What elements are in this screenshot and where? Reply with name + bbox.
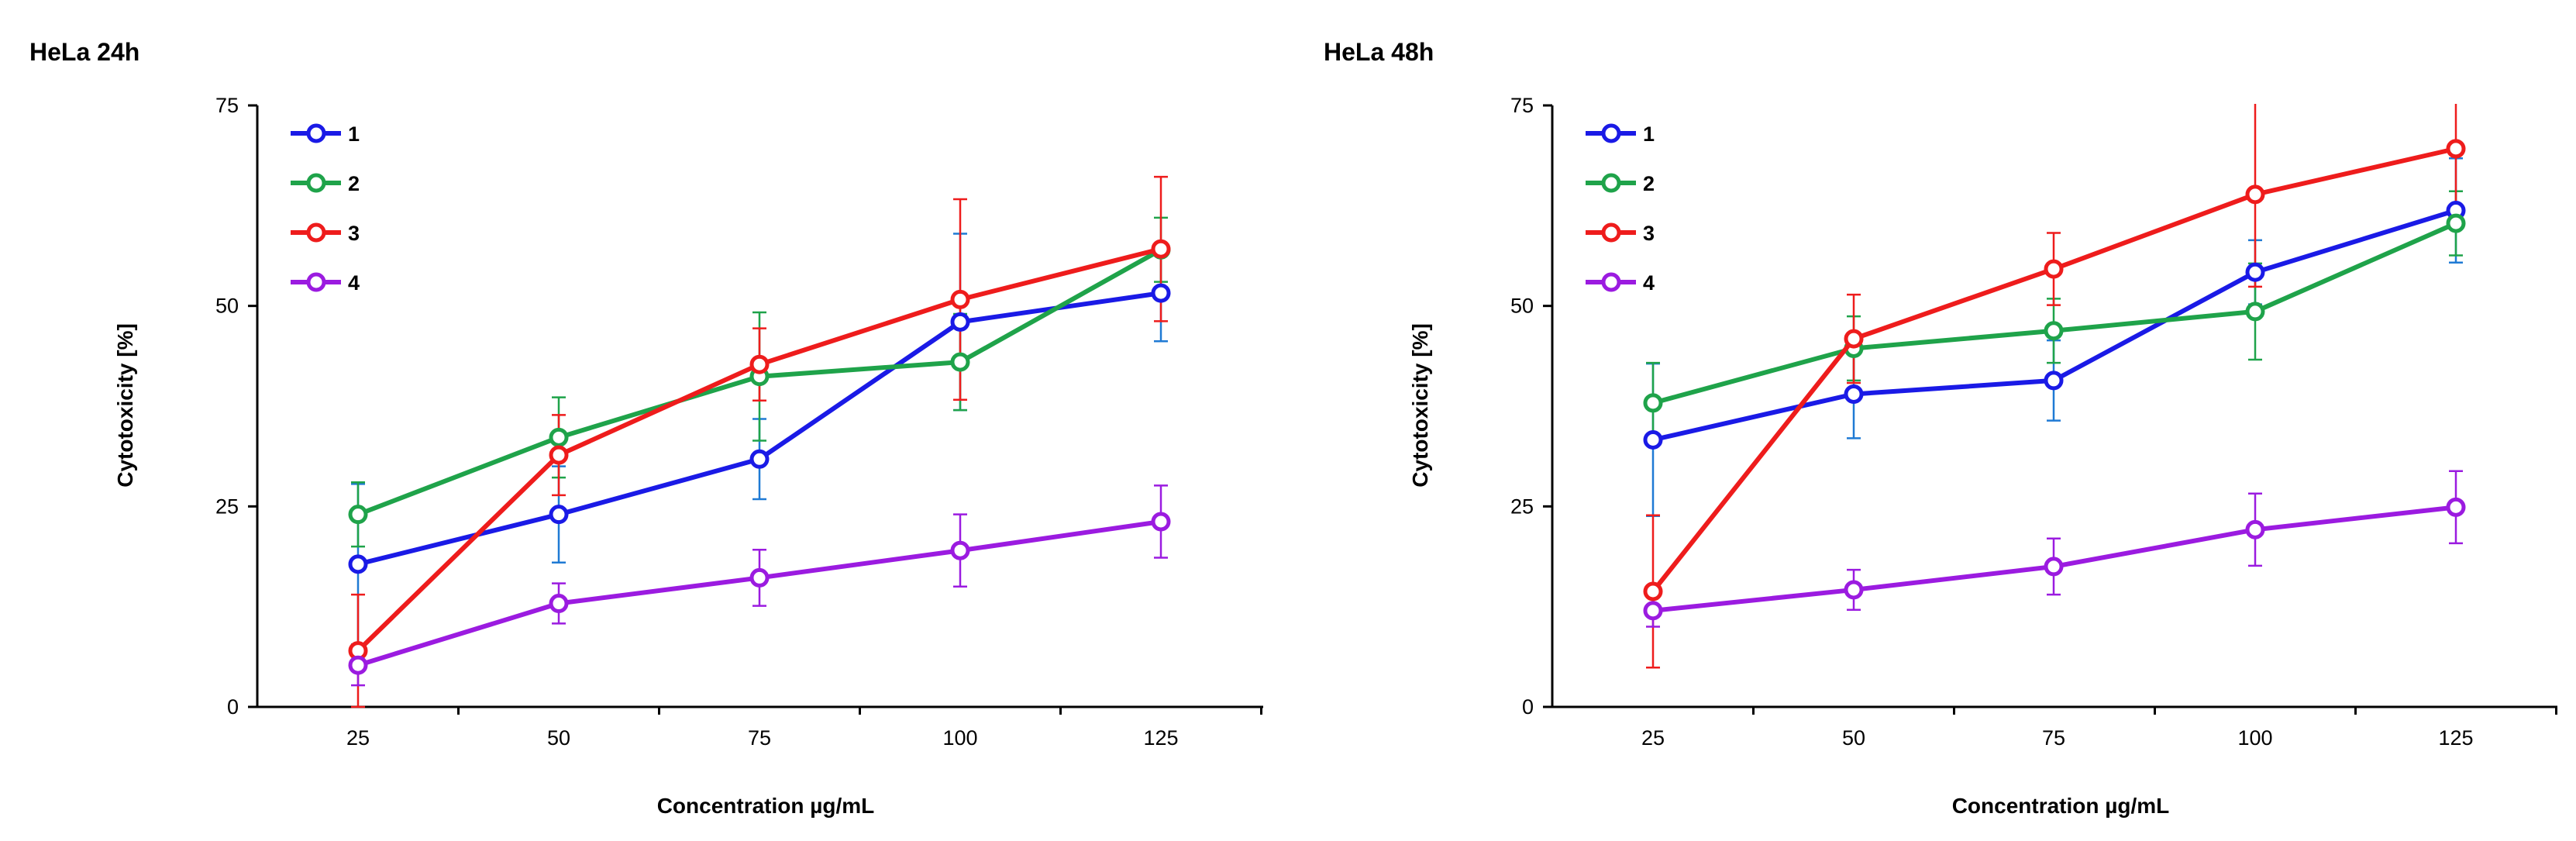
y-tick-label: 50 bbox=[1510, 295, 1534, 318]
legend-marker-4 bbox=[1601, 272, 1621, 292]
legend-marker-4 bbox=[306, 272, 326, 292]
data-point-series-3 bbox=[1643, 581, 1663, 601]
data-point-series-1 bbox=[749, 449, 770, 469]
legend-marker-2 bbox=[306, 173, 326, 193]
x-tick-label: 25 bbox=[346, 726, 370, 750]
data-point-series-2 bbox=[549, 427, 569, 447]
data-point-series-1 bbox=[2044, 371, 2064, 391]
x-axis-label: Concentration µg/mL bbox=[657, 794, 875, 818]
legend-marker-1 bbox=[306, 123, 326, 143]
legend-label-1: 1 bbox=[1643, 122, 1655, 146]
legend-marker-3 bbox=[1601, 222, 1621, 243]
data-point-series-3 bbox=[2446, 139, 2466, 159]
data-point-series-4 bbox=[1643, 601, 1663, 621]
data-point-series-4 bbox=[2245, 519, 2265, 539]
data-point-series-2 bbox=[348, 505, 368, 525]
chart-title: HeLa 24h bbox=[29, 38, 139, 66]
data-point-series-1 bbox=[1844, 384, 1864, 404]
legend-label-1: 1 bbox=[348, 122, 360, 146]
data-point-series-2 bbox=[2044, 321, 2064, 341]
legend-label-2: 2 bbox=[348, 172, 360, 195]
data-point-series-4 bbox=[549, 594, 569, 614]
data-point-series-1 bbox=[348, 554, 368, 574]
x-tick-label: 125 bbox=[1143, 726, 1178, 750]
chart-title: HeLa 48h bbox=[1324, 38, 1434, 66]
data-point-series-4 bbox=[2446, 497, 2466, 517]
data-point-series-1 bbox=[549, 505, 569, 525]
data-point-series-4 bbox=[2044, 557, 2064, 577]
y-tick-label: 0 bbox=[1522, 695, 1534, 719]
data-point-series-1 bbox=[950, 312, 970, 332]
chart-panel-hela-48h: HeLa 48h Concentration µg/mL Cytotoxicit… bbox=[1324, 38, 2557, 818]
x-tick-label: 75 bbox=[748, 726, 771, 750]
y-tick-label: 25 bbox=[215, 495, 239, 518]
data-point-series-2 bbox=[2245, 302, 2265, 322]
x-tick-label: 50 bbox=[1842, 726, 1865, 750]
x-tick-label: 75 bbox=[2042, 726, 2065, 750]
data-point-series-1 bbox=[2245, 262, 2265, 282]
x-axis-label: Concentration µg/mL bbox=[1952, 794, 2170, 818]
legend-label-4: 4 bbox=[348, 271, 360, 295]
legend-marker-2 bbox=[1601, 173, 1621, 193]
data-point-series-4 bbox=[1151, 512, 1171, 532]
data-point-series-2 bbox=[950, 352, 970, 372]
data-point-series-1 bbox=[1643, 429, 1663, 450]
data-point-series-3 bbox=[2245, 184, 2265, 205]
x-tick-label: 25 bbox=[1641, 726, 1665, 750]
y-tick-label: 75 bbox=[215, 94, 239, 117]
x-tick-label: 125 bbox=[2438, 726, 2473, 750]
data-point-series-4 bbox=[348, 655, 368, 675]
data-point-series-3 bbox=[1844, 329, 1864, 349]
data-point-series-3 bbox=[2044, 259, 2064, 279]
y-tick-label: 25 bbox=[1510, 495, 1534, 518]
legend-label-2: 2 bbox=[1643, 172, 1655, 195]
data-point-series-3 bbox=[950, 289, 970, 309]
x-tick-label: 100 bbox=[942, 726, 977, 750]
data-point-series-2 bbox=[1643, 393, 1663, 413]
data-point-series-4 bbox=[749, 567, 770, 588]
x-tick-label: 50 bbox=[547, 726, 570, 750]
legend-marker-1 bbox=[1601, 123, 1621, 143]
data-point-series-3 bbox=[1151, 239, 1171, 259]
data-point-series-3 bbox=[549, 445, 569, 465]
data-point-series-2 bbox=[2446, 213, 2466, 233]
data-point-series-3 bbox=[749, 354, 770, 374]
y-tick-label: 50 bbox=[215, 295, 239, 318]
data-point-series-4 bbox=[950, 540, 970, 560]
legend-marker-3 bbox=[306, 222, 326, 243]
legend-label-3: 3 bbox=[348, 222, 360, 245]
y-tick-label: 0 bbox=[227, 695, 239, 719]
x-tick-label: 100 bbox=[2237, 726, 2272, 750]
y-axis-label: Cytotoxicity [%] bbox=[1408, 323, 1432, 488]
legend-label-4: 4 bbox=[1643, 271, 1655, 295]
data-point-series-4 bbox=[1844, 580, 1864, 600]
y-tick-label: 75 bbox=[1510, 94, 1534, 117]
y-axis-label: Cytotoxicity [%] bbox=[113, 323, 137, 488]
legend-label-3: 3 bbox=[1643, 222, 1655, 245]
chart-panel-hela-24h: HeLa 24h Concentration µg/mL Cytotoxicit… bbox=[29, 38, 1263, 818]
data-point-series-1 bbox=[1151, 283, 1171, 303]
